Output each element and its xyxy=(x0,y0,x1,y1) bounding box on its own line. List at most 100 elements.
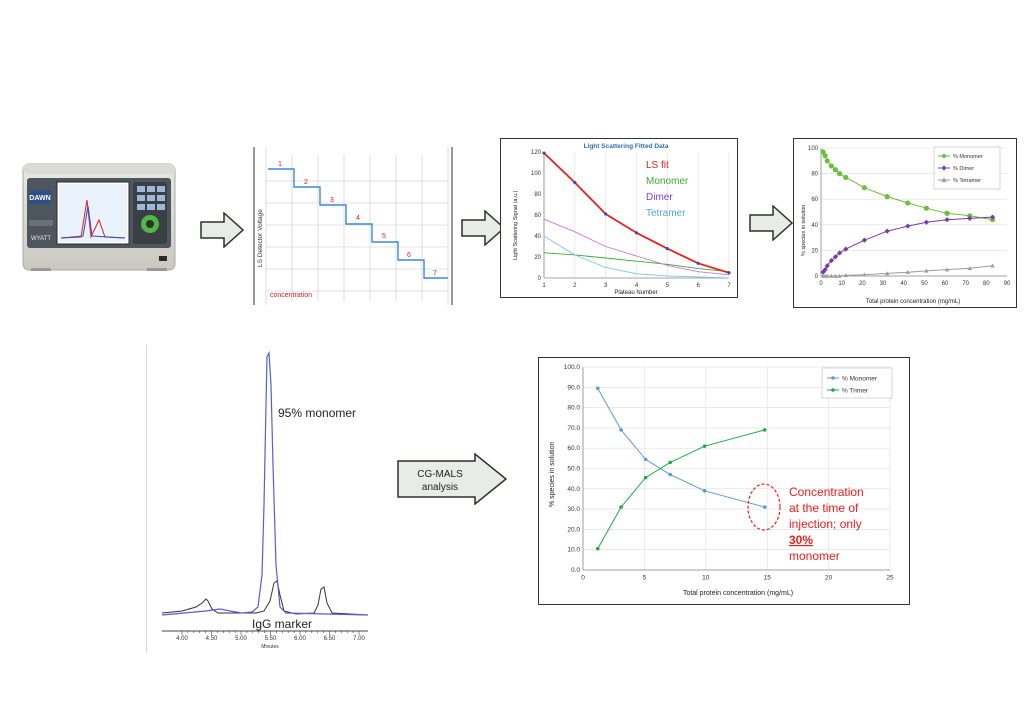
species2-ytick-8: 80.0 xyxy=(567,405,580,412)
chromatogram-ticks xyxy=(181,631,360,635)
species2-legend-trimer: % Trimer xyxy=(842,388,869,395)
species1-point-tetramer-11 xyxy=(944,267,950,272)
species1-point-tetramer-8 xyxy=(884,271,890,276)
species2-point-monomer-0 xyxy=(595,386,600,391)
species2-xtick-2: 10 xyxy=(702,575,710,582)
species1-xtick-6: 60 xyxy=(942,281,949,287)
flow-arrow-1 xyxy=(200,212,244,248)
species1-xtick-7: 70 xyxy=(962,281,969,287)
ls-xtick-4: 5 xyxy=(666,283,670,289)
ls-xtick-3: 4 xyxy=(635,283,639,289)
species1-point-tetramer-4 xyxy=(833,273,838,278)
species2-ytick-0: 0.0 xyxy=(571,567,580,574)
ls-line-dimer xyxy=(543,218,730,276)
species2-callout-highlight: 30% xyxy=(789,533,813,547)
species1-xtick-3: 30 xyxy=(880,281,887,287)
ls-ylabel: Light Scattering Signal (a.u.) xyxy=(513,190,519,260)
species1-point-dimer-11 xyxy=(944,217,950,223)
species1-ytick-1: 20 xyxy=(811,248,818,254)
species1-point-dimer-12 xyxy=(967,215,973,221)
ls-series xyxy=(542,151,731,279)
species1-point-tetramer-12 xyxy=(967,266,972,271)
species2-callout-ellipse xyxy=(747,483,781,531)
ls-point-lsfit-1 xyxy=(573,180,577,185)
ls-chart-panel: Light Scattering Fitted Data 0 20 40 60 80 10… xyxy=(500,138,738,298)
step-label-4: 4 xyxy=(356,215,360,222)
species-chart-1-panel: 0 20 40 60 80 100 0 10 20 30 40 50 60 70 80 90 % specie… xyxy=(793,138,1017,308)
species1-point-tetramer-10 xyxy=(924,268,929,273)
species2-line-trimer xyxy=(597,429,765,549)
ls-legend-monomer: Monomer xyxy=(646,176,689,187)
chromatogram-xtick-1: 4.50 xyxy=(206,636,218,642)
species1-ytick-4: 80 xyxy=(811,172,818,178)
ls-xtick-1: 2 xyxy=(573,283,577,289)
species2-xtick-3: 15 xyxy=(764,575,772,582)
species1-point-monomer-0 xyxy=(820,149,826,155)
species2-xtick-0: 0 xyxy=(581,575,585,582)
species2-gridlines xyxy=(582,366,891,571)
step-label-2: 2 xyxy=(304,179,308,186)
ls-point-lsfit-6 xyxy=(727,271,731,275)
species1-ytick-5: 100 xyxy=(808,146,819,152)
species1-point-monomer-11 xyxy=(944,210,950,216)
species2-xtick-5: 25 xyxy=(886,575,894,582)
species1-legend-tetramer: % Tetramer xyxy=(953,178,981,184)
species1-point-monomer-2 xyxy=(824,158,830,164)
species-chart-2-panel: 0.0 10.0 20.0 30.0 40.0 50.0 60.0 70.0 80.0 90.0 1… xyxy=(538,357,910,605)
species1-xtick-0: 0 xyxy=(819,281,823,287)
species2-ytick-2: 20.0 xyxy=(567,526,580,533)
species2-ytick-9: 90.0 xyxy=(567,384,580,391)
species1-ytick-3: 60 xyxy=(811,197,818,203)
species1-xlabel: Total protein concentration (mg/mL) xyxy=(866,299,960,305)
chromatogram-xtick-0: 4.00 xyxy=(176,636,188,642)
chromatogram-xtick-4: 6.00 xyxy=(294,636,306,642)
step-grid xyxy=(265,147,449,305)
ls-ytick-5: 100 xyxy=(531,171,542,177)
ls-point-lsfit-3 xyxy=(634,231,639,235)
chromatogram-xtick-5: 6.50 xyxy=(324,636,336,642)
step-label-3: 3 xyxy=(330,197,334,204)
species2-point-trimer-0 xyxy=(595,546,600,551)
ls-xlabel: Plateau Number xyxy=(614,290,657,296)
species1-ytick-0: 0 xyxy=(815,274,819,280)
chromatogram-xtick-3: 5.50 xyxy=(265,636,277,642)
species1-point-monomer-10 xyxy=(923,205,929,211)
ls-ytick-0: 0 xyxy=(538,276,542,282)
species1-point-tetramer-6 xyxy=(843,273,848,278)
species1-xtick-1: 10 xyxy=(838,281,845,287)
step-label-6: 6 xyxy=(407,252,411,259)
species1-ytick-2: 40 xyxy=(811,223,818,229)
chromatogram-trace-black xyxy=(161,580,369,616)
species2-ytick-7: 70.0 xyxy=(567,425,580,432)
species1-point-monomer-8 xyxy=(884,194,890,200)
species1-ylabel: % species in solution xyxy=(801,205,807,256)
species1-point-tetramer-5 xyxy=(837,273,842,278)
chromatogram-xtick-2: 5.00 xyxy=(235,636,247,642)
species2-point-trimer-4 xyxy=(702,444,707,448)
species2-ytick-6: 60.0 xyxy=(567,445,580,452)
species1-point-monomer-6 xyxy=(843,174,849,181)
ls-legend-lsfit: LS fit xyxy=(646,160,669,171)
species2-callout-line2: at the time of xyxy=(789,501,859,515)
arrow-label-line1: CG-MALS xyxy=(417,469,463,480)
cg-mals-arrow: CG-MALS analysis xyxy=(397,453,507,505)
species1-point-tetramer-7 xyxy=(862,272,867,277)
species2-callout-line5: monomer xyxy=(789,549,840,563)
species2-point-monomer-4 xyxy=(702,489,707,493)
species1-xtick-9: 90 xyxy=(1004,281,1011,287)
instrument-brand: DAWN xyxy=(29,195,50,202)
species1-point-monomer-3 xyxy=(828,163,834,169)
species2-callout-line3: injection; only xyxy=(789,517,862,531)
ls-point-lsfit-4 xyxy=(665,247,669,251)
species2-series xyxy=(595,386,767,551)
step-xlabel: concentration xyxy=(270,292,312,299)
ls-line-tetramer xyxy=(543,235,730,279)
step-curve xyxy=(268,168,448,279)
species2-point-monomer-2 xyxy=(643,457,648,462)
chromatogram-marker-annotation: IgG marker xyxy=(252,617,312,631)
ls-ytick-3: 60 xyxy=(534,213,541,219)
ls-xtick-0: 1 xyxy=(542,283,546,289)
species2-legend-box xyxy=(821,367,893,399)
ls-ytick-1: 20 xyxy=(534,255,541,261)
species2-point-trimer-5 xyxy=(762,428,767,432)
